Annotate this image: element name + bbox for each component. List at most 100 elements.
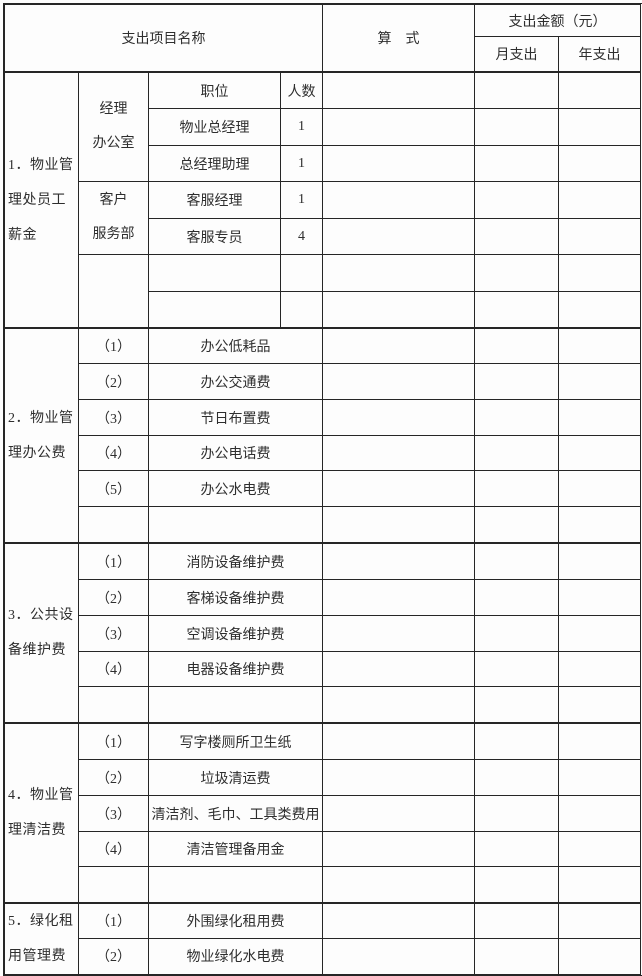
formula-cell — [322, 686, 475, 723]
s4-item-name: 写字楼厕所卫生纸 — [148, 723, 323, 760]
s2-item-no: （5） — [78, 470, 149, 507]
formula-cell — [322, 723, 475, 760]
s5-label: 5．绿化租 用管理费 — [4, 903, 79, 975]
s1-position-header: 职位 — [148, 72, 281, 109]
formula-cell — [322, 795, 475, 832]
table-section-office: 2．物业管 理办公费 （1） 办公低耗品 （2） 办公交通费 （3） 节日布置费… — [4, 328, 641, 543]
s1-position-empty — [148, 291, 281, 328]
table-section-greening: 5．绿化租 用管理费 （1） 外围绿化租用费 （2） 物业绿化水电费 — [4, 903, 641, 976]
header-item-name: 支出项目名称 — [4, 4, 323, 72]
monthly-cell — [474, 181, 559, 219]
formula-cell — [322, 328, 475, 364]
yearly-cell — [558, 903, 641, 939]
s4-item-no: （4） — [78, 831, 149, 867]
s4-item-no: （3） — [78, 795, 149, 832]
monthly-cell — [474, 937, 559, 976]
monthly-cell — [474, 903, 559, 939]
header-amount: 支出金额（元） — [474, 4, 641, 37]
s1-dept-manager-office: 经理 办公室 — [78, 72, 149, 182]
s1-dept-empty — [78, 254, 149, 328]
s1-label: 1．物业管 理处员工 薪金 — [4, 72, 79, 328]
s1-count: 4 — [280, 218, 323, 255]
yearly-cell — [558, 181, 641, 219]
yearly-cell — [558, 686, 641, 723]
s1-count-empty — [280, 291, 323, 328]
s2-item-no: （1） — [78, 328, 149, 364]
s4-item-no: （2） — [78, 759, 149, 796]
monthly-cell — [474, 435, 559, 471]
formula-cell — [322, 615, 475, 652]
s1-position: 物业总经理 — [148, 108, 281, 146]
s1-position: 客服经理 — [148, 181, 281, 219]
s2-item-name: 办公电话费 — [148, 435, 323, 471]
monthly-cell — [474, 723, 559, 760]
yearly-cell — [558, 145, 641, 182]
monthly-cell — [474, 72, 559, 109]
s2-item-no: （3） — [78, 399, 149, 436]
monthly-cell — [474, 795, 559, 832]
formula-cell — [322, 579, 475, 616]
monthly-cell — [474, 108, 559, 146]
yearly-cell — [558, 291, 641, 328]
s3-label: 3．公共设 备维护费 — [4, 543, 79, 723]
header-yearly: 年支出 — [558, 36, 641, 72]
s3-item-no: （3） — [78, 615, 149, 652]
formula-cell — [322, 543, 475, 580]
monthly-cell — [474, 506, 559, 543]
s4-item-name-empty — [148, 866, 323, 903]
s1-count: 1 — [280, 145, 323, 182]
s2-item-no-empty — [78, 506, 149, 543]
yearly-cell — [558, 470, 641, 507]
s5-item-name: 物业绿化水电费 — [148, 937, 323, 976]
s4-item-name: 清洁剂、毛巾、工具类费用 — [148, 795, 323, 832]
s5-item-no: （1） — [78, 903, 149, 939]
formula-cell — [322, 651, 475, 687]
table-section-equipment: 3．公共设 备维护费 （1） 消防设备维护费 （2） 客梯设备维护费 （3） 空… — [4, 543, 641, 723]
s3-item-no: （2） — [78, 579, 149, 616]
formula-cell — [322, 937, 475, 976]
yearly-cell — [558, 759, 641, 796]
yearly-cell — [558, 218, 641, 255]
monthly-cell — [474, 470, 559, 507]
monthly-cell — [474, 399, 559, 436]
s2-item-no: （2） — [78, 363, 149, 400]
monthly-cell — [474, 254, 559, 292]
yearly-cell — [558, 937, 641, 976]
formula-cell — [322, 470, 475, 507]
formula-cell — [322, 145, 475, 182]
s5-item-name: 外围绿化租用费 — [148, 903, 323, 939]
yearly-cell — [558, 435, 641, 471]
formula-cell — [322, 254, 475, 292]
s1-count: 1 — [280, 181, 323, 219]
formula-cell — [322, 903, 475, 939]
s2-item-name: 办公低耗品 — [148, 328, 323, 364]
s1-count: 1 — [280, 108, 323, 146]
monthly-cell — [474, 831, 559, 867]
s3-item-no: （4） — [78, 651, 149, 687]
table-section-cleaning: 4．物业管 理清洁费 （1） 写字楼厕所卫生纸 （2） 垃圾清运费 （3） 清洁… — [4, 723, 641, 903]
yearly-cell — [558, 831, 641, 867]
s4-item-name: 清洁管理备用金 — [148, 831, 323, 867]
s3-item-no: （1） — [78, 543, 149, 580]
formula-cell — [322, 506, 475, 543]
header-monthly: 月支出 — [474, 36, 559, 72]
formula-cell — [322, 291, 475, 328]
formula-cell — [322, 866, 475, 903]
yearly-cell — [558, 399, 641, 436]
monthly-cell — [474, 615, 559, 652]
yearly-cell — [558, 254, 641, 292]
formula-cell — [322, 181, 475, 219]
yearly-cell — [558, 795, 641, 832]
s3-item-no-empty — [78, 686, 149, 723]
monthly-cell — [474, 543, 559, 580]
s1-dept-customer-service: 客户 服务部 — [78, 181, 149, 255]
s1-count-header: 人数 — [280, 72, 323, 109]
formula-cell — [322, 435, 475, 471]
s1-position: 总经理助理 — [148, 145, 281, 182]
monthly-cell — [474, 866, 559, 903]
s3-item-name-empty — [148, 686, 323, 723]
table-section-salary: 1．物业管 理处员工 薪金 经理 办公室 职位 人数 物业总经理 1 总经理助理… — [4, 72, 641, 328]
s4-item-name: 垃圾清运费 — [148, 759, 323, 796]
formula-cell — [322, 218, 475, 255]
yearly-cell — [558, 506, 641, 543]
